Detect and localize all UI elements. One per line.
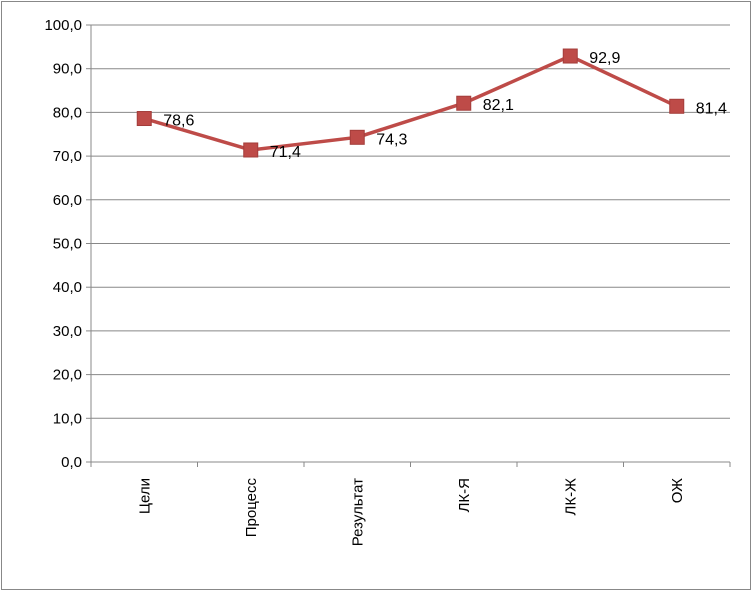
y-tick-label: 10,0 bbox=[53, 410, 82, 427]
data-label: 78,6 bbox=[163, 113, 194, 130]
y-tick-label: 100,0 bbox=[44, 17, 82, 34]
x-tick-label: Цели bbox=[136, 478, 153, 514]
x-tick-label: Процесс bbox=[243, 478, 260, 538]
data-label: 71,4 bbox=[270, 144, 301, 161]
y-tick-label: 30,0 bbox=[53, 323, 82, 340]
series-line bbox=[143, 54, 678, 152]
data-point-marker bbox=[349, 129, 365, 145]
y-tick-label: 80,0 bbox=[53, 104, 82, 121]
data-point-marker bbox=[456, 95, 472, 111]
data-label: 74,3 bbox=[376, 131, 407, 148]
data-labels: 78,6 71,4 74,3 82,1 92,9 81,4 bbox=[163, 50, 727, 161]
data-label: 92,9 bbox=[589, 50, 620, 67]
y-tick-label: 20,0 bbox=[53, 367, 82, 384]
data-label: 82,1 bbox=[483, 97, 514, 114]
x-tick-label: ОЖ bbox=[669, 478, 686, 503]
y-tick-label: 60,0 bbox=[53, 192, 82, 209]
series-line bbox=[136, 48, 685, 158]
gridlines bbox=[91, 24, 730, 463]
y-axis: 0,0 10,0 20,0 30,0 40,0 50,0 60,0 70,0 80,0 90,0 1… bbox=[44, 17, 92, 471]
y-tick-label: 90,0 bbox=[53, 61, 82, 78]
data-point-marker bbox=[562, 48, 578, 64]
data-point-marker bbox=[243, 142, 259, 158]
x-tick-label: ЛК-Ж bbox=[562, 478, 579, 516]
data-point-marker bbox=[669, 98, 685, 114]
y-tick-label: 70,0 bbox=[53, 148, 82, 165]
x-tick-label: Результат bbox=[349, 478, 366, 546]
x-tick-label: ЛК-Я bbox=[456, 478, 473, 512]
x-axis: Цели Процесс Результат ЛК-Я ЛК-Ж ОЖ bbox=[90, 461, 731, 546]
data-label: 81,4 bbox=[696, 100, 727, 117]
data-point-marker bbox=[136, 111, 152, 127]
y-tick-label: 50,0 bbox=[53, 236, 82, 253]
y-tick-label: 0,0 bbox=[61, 454, 82, 471]
y-tick-label: 40,0 bbox=[53, 279, 82, 296]
